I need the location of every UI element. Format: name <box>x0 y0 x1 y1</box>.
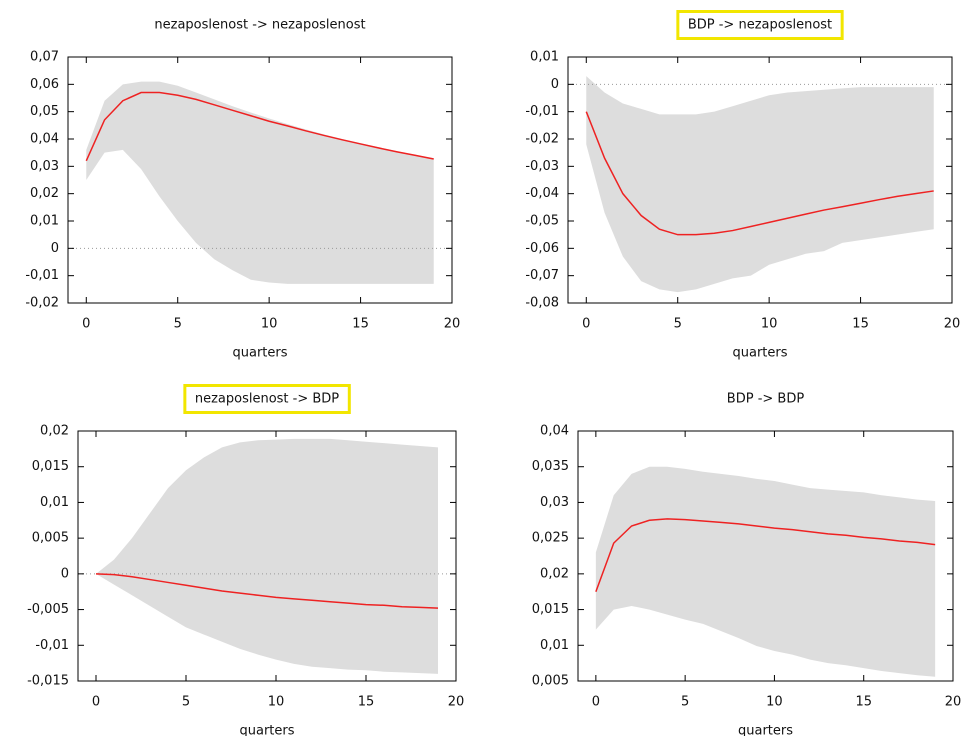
y-tick-label: 0,01 <box>30 214 59 229</box>
x-tick-label: 15 <box>852 317 869 332</box>
y-tick-label: 0,005 <box>32 531 69 546</box>
chart-title: nezaposlenost -> BDP <box>195 392 339 407</box>
confidence-band <box>586 76 934 293</box>
confidence-band <box>96 438 438 674</box>
y-tick-label: 0,005 <box>532 674 569 689</box>
x-tick-label: 10 <box>766 695 783 710</box>
y-tick-label: 0 <box>61 566 69 581</box>
y-tick-label: 0,07 <box>30 50 59 65</box>
y-tick-label: -0,07 <box>525 268 559 283</box>
y-tick-label: 0,035 <box>532 459 569 474</box>
response-line <box>85 91 434 162</box>
title-highlight <box>183 384 351 414</box>
x-tick-label: 10 <box>261 317 278 332</box>
x-axis-label: quarters <box>732 346 787 361</box>
y-tick-label: 0,06 <box>30 77 59 92</box>
y-tick-label: -0,02 <box>525 132 559 147</box>
y-tick-label: 0,01 <box>530 50 559 65</box>
plot-frame <box>577 430 954 682</box>
response-line <box>585 111 934 236</box>
x-tick-label: 20 <box>444 317 461 332</box>
y-tick-label: -0,01 <box>525 104 559 119</box>
chart-panel: nezaposlenost -> BDP -0,015 -0,01 -0,005 0 0,… <box>27 384 465 736</box>
y-tick-label: 0,02 <box>30 186 59 201</box>
x-tick-label: 20 <box>945 695 962 710</box>
x-tick-label: 15 <box>358 695 375 710</box>
chart-title: BDP -> BDP <box>727 392 805 407</box>
y-tick-label: 0,01 <box>540 638 569 653</box>
chart-panel: BDP -> BDP 0,005 0,01 0,015 0,02 0,025 0,03 0,0… <box>532 392 961 736</box>
y-tick-label: -0,08 <box>525 296 559 311</box>
y-tick-label: 0,04 <box>30 132 59 147</box>
y-tick-label: 0,04 <box>540 424 569 439</box>
y-tick-label: 0,015 <box>532 602 569 617</box>
plot-frame <box>77 430 457 682</box>
y-tick-label: 0,01 <box>40 495 69 510</box>
x-tick-label: 5 <box>674 317 682 332</box>
chart-panel: BDP -> nezaposlenost -0,08 -0,07 -0,06 -0,05… <box>525 10 961 361</box>
x-tick-label: 20 <box>448 695 465 710</box>
response-line <box>95 573 439 609</box>
y-tick-label: 0,02 <box>540 566 569 581</box>
y-tick-label: -0,015 <box>27 674 69 689</box>
y-tick-label: 0 <box>51 241 59 256</box>
confidence-band <box>595 466 936 677</box>
y-tick-label: -0,04 <box>525 186 559 201</box>
x-tick-label: 0 <box>592 695 600 710</box>
x-tick-label: 20 <box>944 317 961 332</box>
x-axis-label: quarters <box>232 346 287 361</box>
x-tick-label: 15 <box>855 695 872 710</box>
y-tick-label: 0,05 <box>30 104 59 119</box>
y-tick-label: 0,03 <box>30 159 59 174</box>
chart-title: nezaposlenost -> nezaposlenost <box>154 18 365 33</box>
plot-frame <box>567 56 953 304</box>
x-tick-label: 10 <box>268 695 285 710</box>
x-tick-label: 0 <box>92 695 100 710</box>
plot-frame <box>67 56 453 304</box>
x-tick-label: 0 <box>82 317 90 332</box>
response-line <box>595 518 936 592</box>
x-tick-label: 10 <box>761 317 778 332</box>
confidence-band <box>86 81 434 284</box>
x-tick-label: 5 <box>182 695 190 710</box>
x-tick-label: 15 <box>352 317 369 332</box>
x-axis-label: quarters <box>738 724 793 736</box>
x-tick-label: 5 <box>174 317 182 332</box>
title-highlight <box>676 10 844 40</box>
y-tick-label: -0,005 <box>27 602 69 617</box>
y-tick-label: -0,06 <box>525 241 559 256</box>
y-tick-label: 0,015 <box>32 459 69 474</box>
y-tick-label: -0,03 <box>525 159 559 174</box>
y-tick-label: -0,01 <box>25 268 59 283</box>
y-tick-label: -0,05 <box>525 214 559 229</box>
y-tick-label: -0,02 <box>25 296 59 311</box>
y-tick-label: 0,025 <box>532 531 569 546</box>
x-tick-label: 5 <box>681 695 689 710</box>
x-axis-label: quarters <box>239 724 294 736</box>
y-tick-label: 0 <box>551 77 559 92</box>
y-tick-label: 0,03 <box>540 495 569 510</box>
chart-title: BDP -> nezaposlenost <box>688 18 832 33</box>
y-tick-label: -0,01 <box>35 638 69 653</box>
y-tick-label: 0,02 <box>40 424 69 439</box>
x-tick-label: 0 <box>582 317 590 332</box>
chart-panel: nezaposlenost -> nezaposlenost -0,02 -0,01… <box>25 18 460 361</box>
